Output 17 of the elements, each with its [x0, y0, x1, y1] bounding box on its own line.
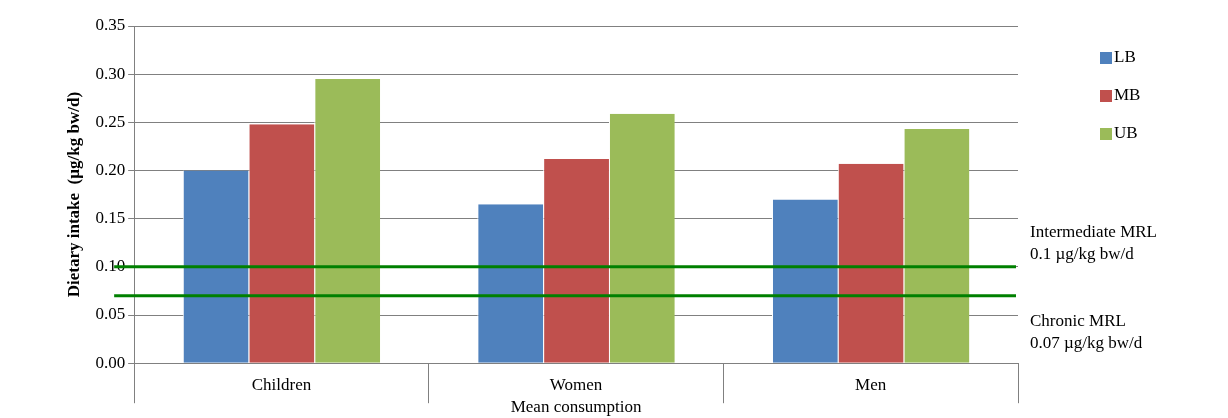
- x-axis-title: Mean consumption: [510, 397, 642, 417]
- y-tick-label: 0.35: [95, 15, 126, 35]
- y-tick-label: 0.05: [95, 304, 126, 324]
- y-tick-label: 0.30: [95, 63, 126, 83]
- legend-label: MB: [1114, 85, 1141, 105]
- y-tick-label: 0.25: [95, 111, 126, 131]
- y-tick-label: 0.20: [95, 159, 126, 179]
- ref-line-label: Chronic MRL 0.07 µg/kg bw/d: [1030, 311, 1143, 353]
- legend-label: UB: [1114, 123, 1138, 143]
- x-tick-label: Men: [855, 374, 887, 394]
- y-axis-title: Dietary intake (µg/kg bw/d): [63, 91, 83, 298]
- x-tick-label: Women: [549, 374, 603, 394]
- y-tick-label: 0.00: [95, 352, 126, 372]
- ref-line-label: Intermediate MRL 0.1 µg/kg bw/d: [1030, 222, 1157, 264]
- y-tick-label: 0.15: [95, 208, 126, 228]
- x-tick-label: Children: [251, 374, 312, 394]
- legend-label: LB: [1114, 47, 1136, 67]
